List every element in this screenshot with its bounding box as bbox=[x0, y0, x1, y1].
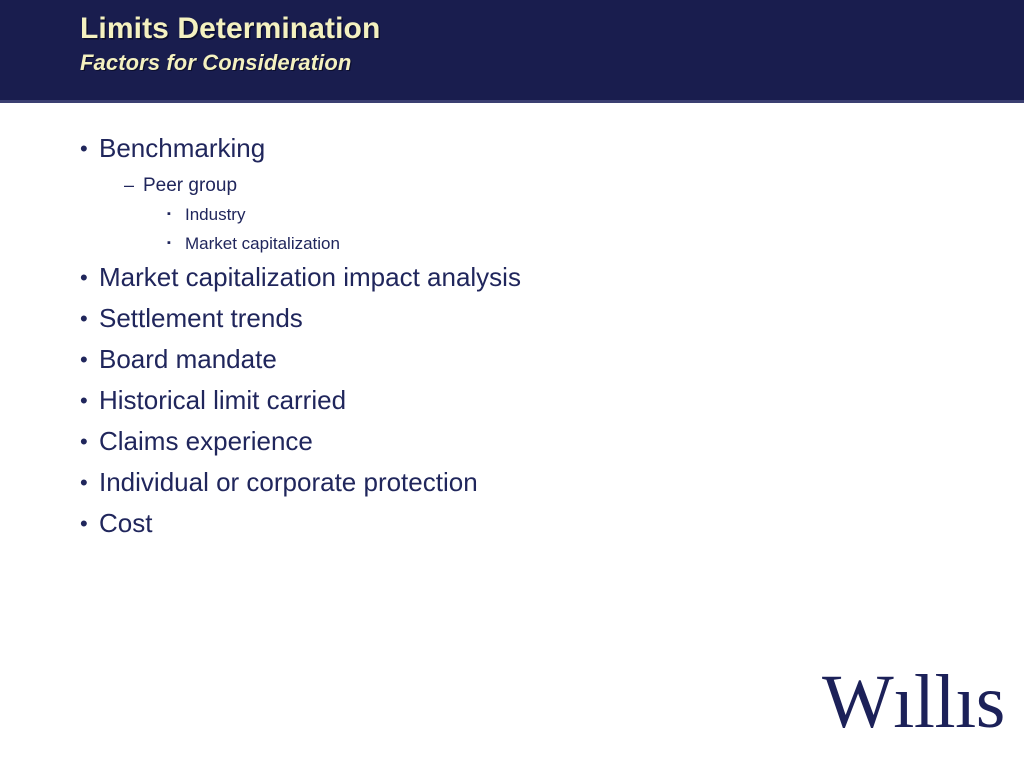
bullet-item: • Board mandate bbox=[0, 344, 1024, 385]
bullet-marker-level1-icon: • bbox=[80, 429, 88, 454]
bullet-marker-level3-icon: ▪ bbox=[167, 237, 171, 249]
bullet-text: Individual or corporate protection bbox=[99, 467, 478, 497]
bullet-marker-level1-icon: • bbox=[80, 306, 88, 331]
header-separator-rule bbox=[0, 100, 1024, 103]
slide-header-band bbox=[0, 0, 1024, 100]
bullet-marker-level1-icon: • bbox=[80, 347, 88, 372]
bullet-text: Market capitalization bbox=[185, 234, 340, 253]
bullet-item: • Market capitalization impact analysis bbox=[0, 262, 1024, 303]
bullet-text: Industry bbox=[185, 205, 246, 224]
willis-logo: Wıllıs bbox=[822, 660, 1005, 744]
bullet-item: • Individual or corporate protection bbox=[0, 467, 1024, 508]
willis-logo-wordmark: Wıllıs bbox=[822, 660, 1005, 744]
bullet-marker-level1-icon: • bbox=[80, 470, 88, 495]
bullet-text: Historical limit carried bbox=[99, 385, 347, 415]
bullet-text: Settlement trends bbox=[99, 303, 303, 333]
bullet-marker-level1-icon: • bbox=[80, 136, 88, 161]
bullet-item: – Peer group bbox=[0, 174, 1024, 204]
bullet-marker-level3-icon: ▪ bbox=[167, 208, 171, 220]
bullet-marker-level2-icon: – bbox=[124, 175, 135, 195]
bullet-item: • Benchmarking bbox=[0, 133, 1024, 174]
bullet-text: Claims experience bbox=[99, 426, 313, 456]
page-title: Limits Determination bbox=[80, 12, 381, 45]
bullet-item: • Settlement trends bbox=[0, 303, 1024, 344]
bullet-list: • Benchmarking – Peer group ▪ Industry ▪ Market… bbox=[0, 133, 1024, 549]
bullet-text: Market capitalization impact analysis bbox=[99, 262, 521, 292]
bullet-text: Board mandate bbox=[99, 344, 277, 374]
bullet-item: • Claims experience bbox=[0, 426, 1024, 467]
bullet-marker-level1-icon: • bbox=[80, 511, 88, 536]
bullet-text: Cost bbox=[99, 508, 153, 538]
bullet-text: Peer group bbox=[143, 175, 238, 196]
bullet-marker-level1-icon: • bbox=[80, 388, 88, 413]
bullet-item: • Cost bbox=[0, 508, 1024, 549]
bullet-item: • Historical limit carried bbox=[0, 385, 1024, 426]
bullet-text: Benchmarking bbox=[99, 133, 266, 163]
title-block: Limits Determination Factors for Conside… bbox=[80, 11, 380, 78]
bullet-marker-level1-icon: • bbox=[80, 265, 88, 290]
bullet-item: ▪ Industry bbox=[0, 204, 1024, 233]
page-subtitle: Factors for Consideration bbox=[80, 50, 352, 75]
bullet-item: ▪ Market capitalization bbox=[0, 233, 1024, 262]
